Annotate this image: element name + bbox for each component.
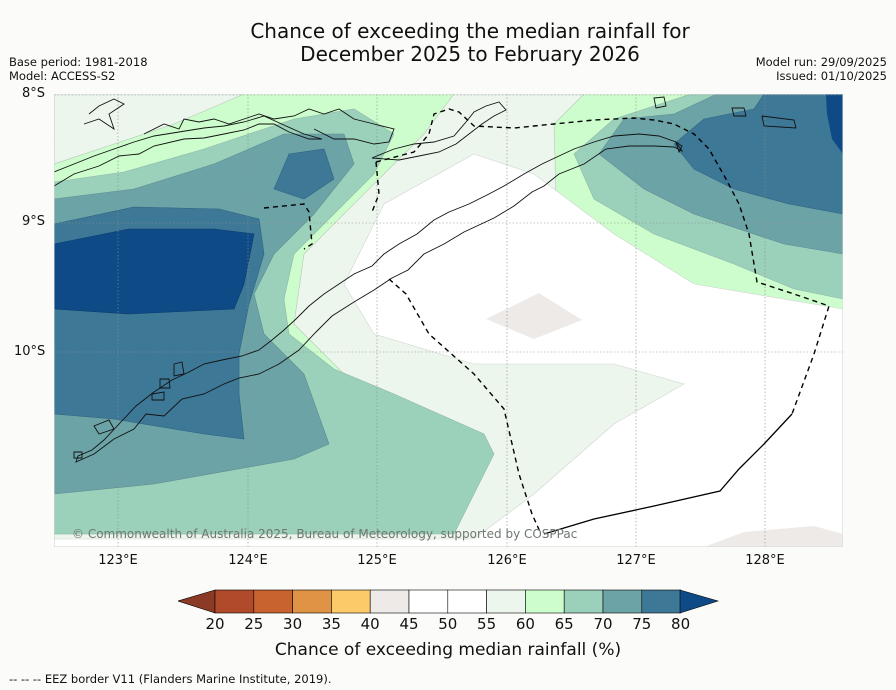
lat-label-10s: 10°S: [14, 344, 46, 359]
lon-label-127e: 127°E: [616, 553, 656, 568]
colorbar-extend-high: [679, 589, 720, 614]
colorbar-tick-label: 40: [360, 615, 380, 633]
issued-date: Issued: 01/10/2025: [776, 68, 887, 83]
lon-label-126e: 126°E: [487, 553, 527, 568]
colorbar-tick-label: 25: [244, 615, 264, 633]
colorbar-tick-label: 70: [593, 615, 613, 633]
colorbar-cell: [292, 589, 332, 614]
title-line-2: December 2025 to February 2026: [300, 42, 640, 66]
rainfall-map: [54, 94, 843, 547]
colorbar-cell: [486, 589, 526, 614]
lat-label-9s: 9°S: [22, 214, 46, 229]
colorbar-tick-label: 55: [477, 615, 497, 633]
eez-border-solid: [543, 413, 793, 535]
title-line-1: Chance of exceeding the median rainfall …: [250, 19, 690, 43]
colorbar-title: Chance of exceeding median rainfall (%): [274, 640, 622, 660]
lon-label-123e: 123°E: [98, 553, 138, 568]
copyright-credit: © Commonwealth of Australia 2025, Bureau…: [72, 527, 578, 541]
chart-title: Chance of exceeding the median rainfall …: [0, 20, 896, 66]
colorbar-cell: [447, 589, 487, 614]
colorbar-tick-label: 50: [438, 615, 458, 633]
wetar-coastline: [371, 101, 507, 161]
colorbar-cell: [214, 589, 255, 614]
colorbar-tick-label: 65: [554, 615, 574, 633]
colorbar-cell: [602, 589, 643, 614]
colorbar-tick-label: 30: [283, 615, 303, 633]
colorbar-cell: [563, 589, 604, 614]
zone-over-80-east: [826, 94, 843, 154]
lat-label-8s: 8°S: [22, 86, 46, 101]
alor-coastline: [54, 115, 323, 187]
zone-40-45-south: [704, 526, 843, 547]
zone-40-45: [486, 293, 582, 339]
colorbar-tick-label: 80: [671, 615, 691, 633]
colorbar-cell: [253, 589, 293, 614]
model-run: Model run: 29/09/2025: [755, 55, 887, 69]
lon-label-128e: 128°E: [745, 553, 785, 568]
colorbar-cell: [641, 589, 681, 614]
base-period: Base period: 1981-2018: [9, 55, 148, 69]
colorbar-tick-label: 45: [399, 615, 419, 633]
zone-75-80-east: [673, 94, 843, 215]
colorbar-extend-low: [178, 589, 216, 614]
eez-footnote: -- -- -- EEZ border V11 (Flanders Marine…: [9, 672, 332, 686]
colorbar-tick-label: 60: [515, 615, 535, 633]
colorbar: [178, 589, 720, 614]
coastlines: [54, 96, 797, 463]
colorbar-cell: [369, 589, 410, 614]
colorbar-cell: [408, 589, 449, 614]
zone-over-80-west: [54, 228, 255, 315]
timor-coastline: [75, 133, 684, 463]
lon-label-124e: 124°E: [228, 553, 268, 568]
colorbar-tick-label: 20: [205, 615, 225, 633]
colorbar-tick-label: 75: [632, 615, 652, 633]
eez-border: [263, 108, 830, 535]
small-island-coastlines: [73, 96, 797, 459]
model-name: Model: ACCESS-S2: [9, 68, 116, 83]
colorbar-cell: [525, 589, 565, 614]
colorbar-cell: [331, 589, 371, 614]
colorbar-tick-label: 35: [321, 615, 341, 633]
alor-north-coastline: [83, 98, 395, 145]
meta-right: Model run: 29/09/2025 Issued: 01/10/2025: [755, 55, 887, 83]
meta-left: Base period: 1981-2018 Model: ACCESS-S2: [9, 55, 148, 83]
zone-75-80-north: [273, 148, 335, 200]
lon-label-125e: 125°E: [357, 553, 397, 568]
map-frame: [54, 94, 843, 547]
